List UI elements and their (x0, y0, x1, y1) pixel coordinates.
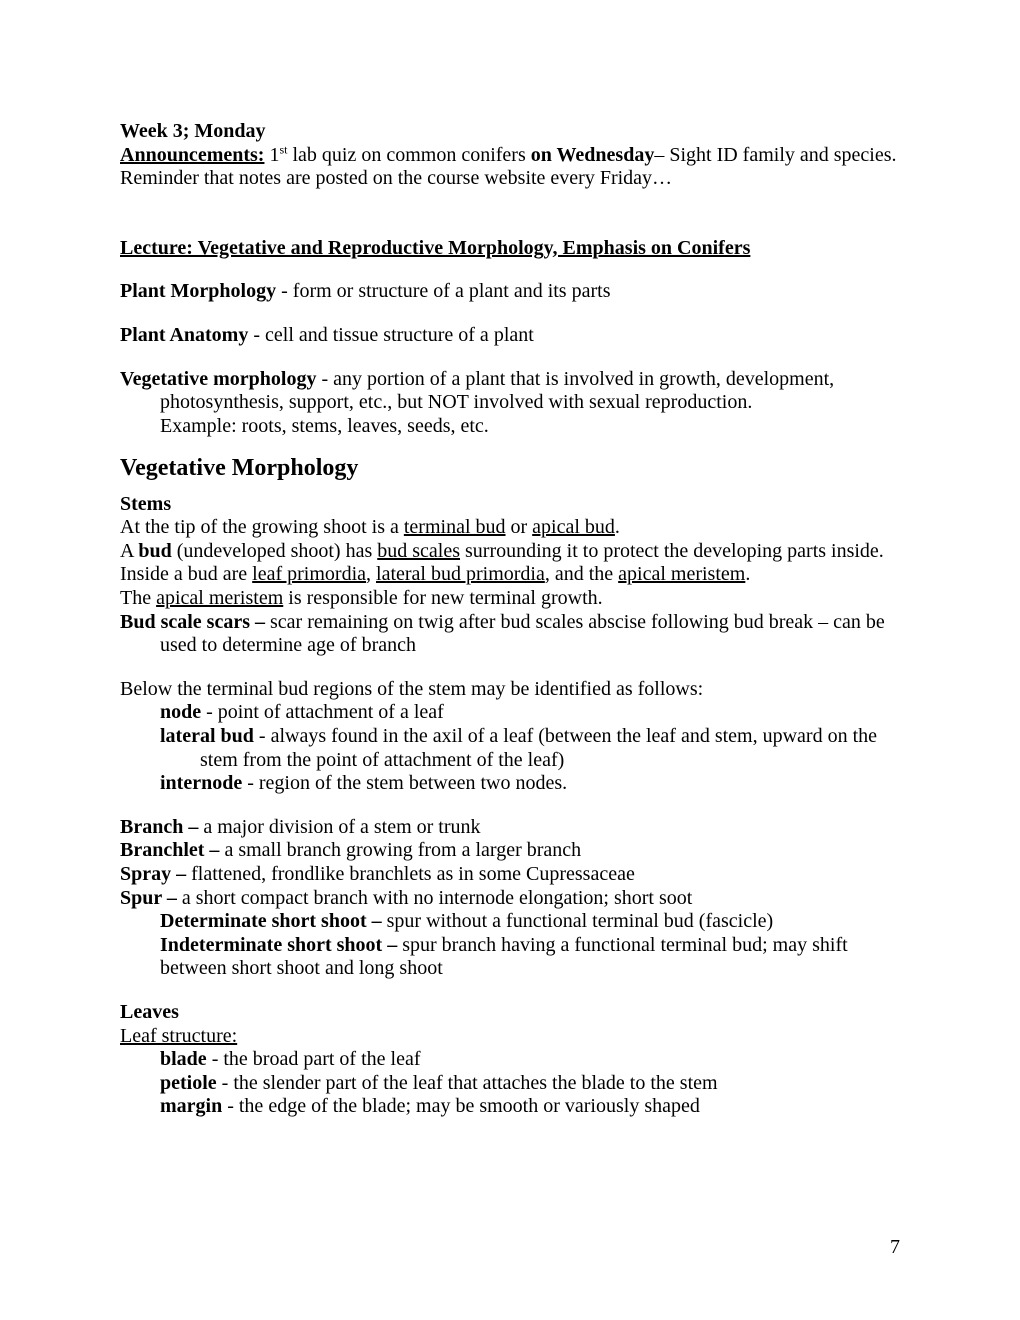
lecture-title: Lecture: Vegetative and Reproductive Mor… (120, 237, 900, 261)
branchlet-text: a small branch growing from a larger bra… (219, 839, 581, 861)
stems-l3u2: lateral bud primordia (376, 563, 545, 585)
blade-label: blade (160, 1048, 207, 1070)
veg-morph-def-line2: photosynthesis, support, etc., but NOT i… (120, 391, 900, 415)
leaves-heading: Leaves (120, 1001, 900, 1025)
internode-label: internode (160, 772, 242, 794)
spur-label: Spur – (120, 887, 177, 909)
stems-l3d: . (745, 563, 750, 585)
document-page: Week 3; Monday Announcements: 1st lab qu… (0, 0, 1020, 1320)
plant-morphology-text: - form or structure of a plant and its p… (276, 280, 610, 302)
stems-l4b: is responsible for new terminal growth. (283, 587, 602, 609)
stems-l3u1: leaf primordia (252, 563, 366, 585)
announcements-label: Announcements: (120, 144, 264, 166)
plant-anatomy-def: Plant Anatomy - cell and tissue structur… (120, 324, 900, 348)
indeterminate-line2: between short shoot and long shoot (120, 957, 900, 981)
indeterminate-label: Indeterminate short shoot – (160, 934, 397, 956)
leaf-structure: Leaf structure: (120, 1025, 900, 1049)
margin-def: margin - the edge of the blade; may be s… (120, 1095, 900, 1119)
lateral-bud-line2: stem from the point of attachment of the… (120, 749, 900, 773)
node-label: node (160, 701, 201, 723)
margin-text: - the edge of the blade; may be smooth o… (222, 1095, 700, 1117)
plant-morphology-label: Plant Morphology (120, 280, 276, 302)
bud-scale-scars-line1: Bud scale scars – scar remaining on twig… (120, 611, 900, 635)
spray-label: Spray – (120, 863, 186, 885)
announcements-text-3: – Sight ID family and species. (654, 144, 896, 166)
lateral-bud-label: lateral bud (160, 725, 254, 747)
branchlet-label: Branchlet – (120, 839, 219, 861)
reminder-line: Reminder that notes are posted on the co… (120, 167, 900, 191)
determinate-text: spur without a functional terminal bud (… (382, 910, 774, 932)
stems-l2b: bud (138, 540, 171, 562)
bss-label: Bud scale scars – (120, 611, 265, 633)
announcements-text-2: lab quiz on common conifers (287, 144, 530, 166)
veg-morph-def-line3: Example: roots, stems, leaves, seeds, et… (120, 415, 900, 439)
stems-heading: Stems (120, 493, 900, 517)
stems-l3c: , and the (545, 563, 618, 585)
lateral-bud-line1: lateral bud - always found in the axil o… (120, 725, 900, 749)
stems-l1b: or (506, 516, 533, 538)
plant-anatomy-text: - cell and tissue structure of a plant (248, 324, 533, 346)
stems-l3u3: apical meristem (618, 563, 745, 585)
internode-def: internode - region of the stem between t… (120, 772, 900, 796)
page-number: 7 (890, 1236, 900, 1260)
stems-l2a: A (120, 540, 138, 562)
bud-scale-scars-line2: used to determine age of branch (120, 634, 900, 658)
lateral-bud-text: - always found in the axil of a leaf (be… (254, 725, 877, 747)
stems-l1a: At the tip of the growing shoot is a (120, 516, 404, 538)
announcements-line: Announcements: 1st lab quiz on common co… (120, 144, 900, 168)
spray-text: flattened, frondlike branchlets as in so… (186, 863, 635, 885)
stems-l4u: apical meristem (156, 587, 283, 609)
determinate-def: Determinate short shoot – spur without a… (120, 910, 900, 934)
stems-l1u2: apical bud (532, 516, 615, 538)
stems-l3a: Inside a bud are (120, 563, 252, 585)
stems-l2u: bud scales (377, 540, 460, 562)
internode-text: - region of the stem between two nodes. (242, 772, 567, 794)
indeterminate-text: spur branch having a functional terminal… (397, 934, 847, 956)
blade-def: blade - the broad part of the leaf (120, 1048, 900, 1072)
stems-l3b: , (366, 563, 376, 585)
indeterminate-line1: Indeterminate short shoot – spur branch … (120, 934, 900, 958)
stems-l2d: surrounding it to protect the developing… (460, 540, 884, 562)
stems-line2: A bud (undeveloped shoot) has bud scales… (120, 540, 900, 564)
branch-label: Branch – (120, 816, 198, 838)
section-vegetative-morphology: Vegetative Morphology (120, 438, 900, 492)
announcements-wednesday: on Wednesday (531, 144, 655, 166)
blade-text: - the broad part of the leaf (207, 1048, 421, 1070)
branchlet-def: Branchlet – a small branch growing from … (120, 839, 900, 863)
spray-def: Spray – flattened, frondlike branchlets … (120, 863, 900, 887)
node-def: node - point of attachment of a leaf (120, 701, 900, 725)
veg-morph-def-line1: Vegetative morphology - any portion of a… (120, 368, 900, 392)
announcements-text-1: 1 (264, 144, 279, 166)
stems-l2c: (undeveloped shoot) has (172, 540, 378, 562)
veg-morph-label: Vegetative morphology (120, 368, 316, 390)
margin-label: margin (160, 1095, 222, 1117)
stems-l1u1: terminal bud (404, 516, 506, 538)
determinate-label: Determinate short shoot – (160, 910, 382, 932)
below-terminal-intro: Below the terminal bud regions of the st… (120, 678, 900, 702)
branch-text: a major division of a stem or trunk (198, 816, 480, 838)
petiole-label: petiole (160, 1072, 217, 1094)
petiole-def: petiole - the slender part of the leaf t… (120, 1072, 900, 1096)
plant-anatomy-label: Plant Anatomy (120, 324, 248, 346)
stems-line4: The apical meristem is responsible for n… (120, 587, 900, 611)
stems-l4a: The (120, 587, 156, 609)
spur-text: a short compact branch with no internode… (177, 887, 692, 909)
node-text: - point of attachment of a leaf (201, 701, 444, 723)
plant-morphology-def: Plant Morphology - form or structure of … (120, 280, 900, 304)
spur-def: Spur – a short compact branch with no in… (120, 887, 900, 911)
stems-line1: At the tip of the growing shoot is a ter… (120, 516, 900, 540)
week-line: Week 3; Monday (120, 120, 900, 144)
petiole-text: - the slender part of the leaf that atta… (217, 1072, 718, 1094)
bss-text: scar remaining on twig after bud scales … (265, 611, 885, 633)
veg-morph-text: - any portion of a plant that is involve… (316, 368, 834, 390)
stems-l1c: . (615, 516, 620, 538)
stems-line3: Inside a bud are leaf primordia, lateral… (120, 563, 900, 587)
branch-def: Branch – a major division of a stem or t… (120, 816, 900, 840)
